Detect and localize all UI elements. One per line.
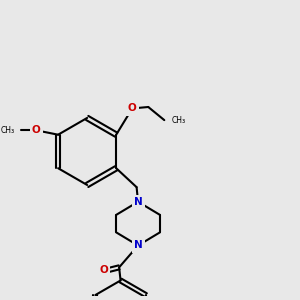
Text: CH₃: CH₃	[172, 116, 186, 124]
Text: N: N	[134, 241, 142, 250]
Text: N: N	[134, 197, 142, 207]
Text: O: O	[32, 125, 40, 135]
Text: O: O	[128, 103, 136, 113]
Text: CH₃: CH₃	[1, 126, 15, 135]
Text: O: O	[100, 265, 108, 275]
